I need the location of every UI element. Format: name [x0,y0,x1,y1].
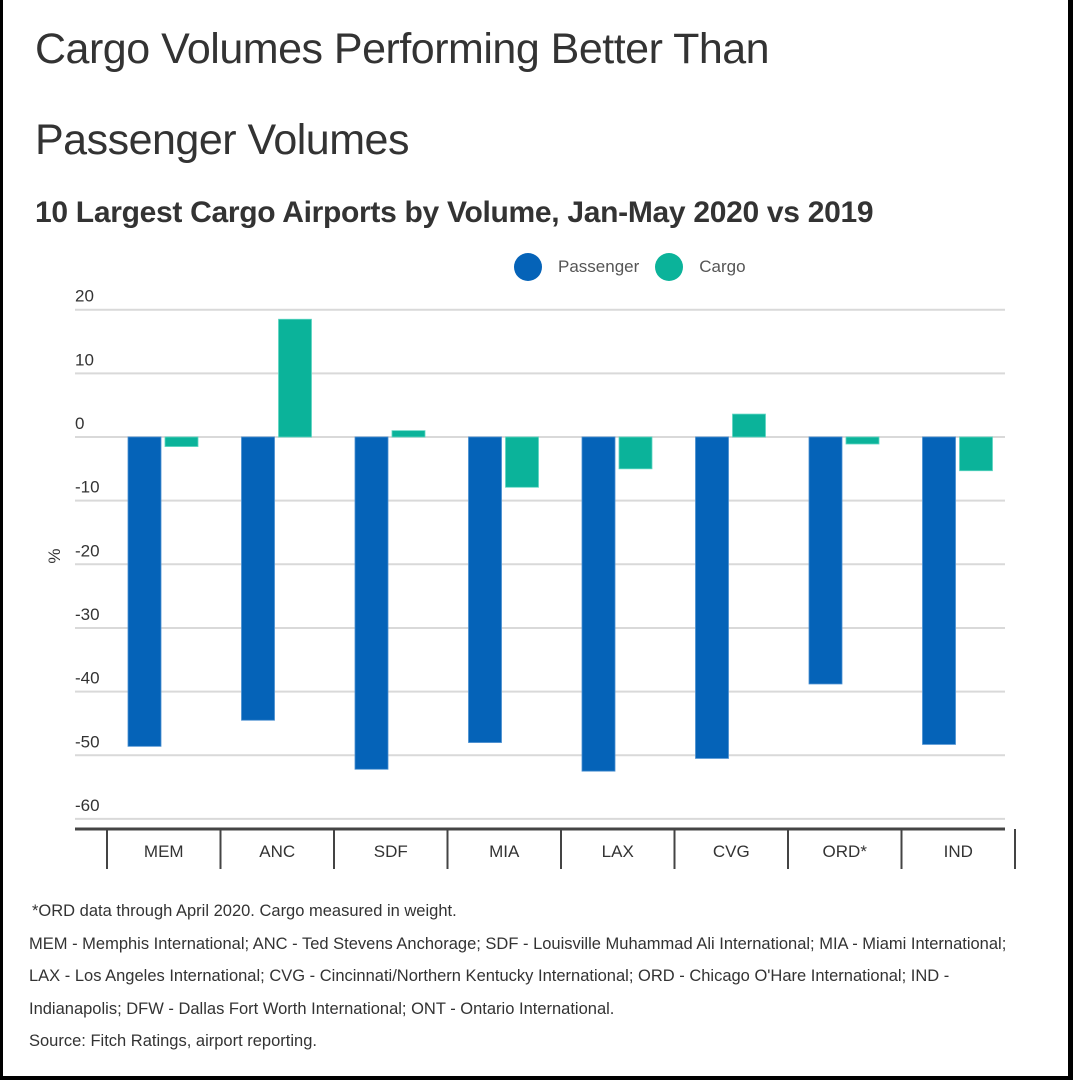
legend-label-cargo: Cargo [699,257,746,276]
y-tick-label: 0 [75,414,84,433]
legend-label-passenger: Passenger [558,257,640,276]
cargo-bar-mia[interactable] [505,436,539,488]
passenger-bar-anc[interactable] [241,436,275,721]
chart-legend: Passenger Cargo [514,253,762,281]
y-tick-label: 10 [75,350,94,369]
passenger-bar-ind[interactable] [922,436,956,745]
x-tick-label: MEM [144,842,184,861]
x-tick-label: IND [944,842,973,861]
y-tick-label: -40 [75,669,100,688]
cargo-bar-ord[interactable] [845,436,880,445]
cargo-bar-lax[interactable] [618,436,653,470]
passenger-bar-mia[interactable] [468,436,502,743]
cargo-bar-ind[interactable] [959,436,993,472]
x-tick-label: LAX [602,842,634,861]
cargo-bar-sdf[interactable] [391,430,426,438]
x-tick-label: ORD* [823,842,868,861]
cargo-bar-anc[interactable] [278,318,312,438]
passenger-bar-mem[interactable] [127,436,162,747]
passenger-bar-lax[interactable] [581,436,616,772]
y-tick-label: -30 [75,605,100,624]
y-tick-label: -60 [75,796,100,815]
chart-subtitle: 10 Largest Cargo Airports by Volume, Jan… [35,196,874,229]
footnote: *ORD data through April 2020. Cargo meas… [32,902,457,920]
passenger-bar-cvg[interactable] [695,436,729,759]
source-note: Source: Fitch Ratings, airport reporting… [29,1032,317,1050]
x-tick-label: ANC [259,842,295,861]
chart-page: Cargo Volumes Performing Better Than Pas… [3,0,1068,1076]
legend-swatch-cargo [655,253,684,281]
y-tick-label: -20 [75,541,100,560]
y-tick-label: -50 [75,732,100,751]
page-title: Cargo Volumes Performing Better Than Pas… [35,25,770,164]
x-tick-label: SDF [374,842,408,861]
legend-swatch-passenger [514,253,542,281]
passenger-bar-ord[interactable] [808,436,843,685]
x-tick-label: MIA [489,842,520,861]
bar-chart: 20 10 0 -10 -20 -30 -40 -50 -60% MEM ANC SDF MIA LAX C… [45,287,1016,869]
y-tick-label: -10 [75,478,100,497]
legend-item-passenger[interactable]: Passenger [514,253,639,281]
y-axis-label: % [45,548,64,563]
passenger-bar-sdf[interactable] [354,436,389,770]
abbreviations-note: MEM - Memphis International; ANC - Ted S… [29,934,1007,1018]
y-tick-label: 20 [75,287,94,306]
cargo-bar-cvg[interactable] [732,413,766,438]
legend-item-cargo[interactable]: Cargo [655,253,746,281]
chart-notes: *ORD data through April 2020. Cargo meas… [29,895,1029,1058]
cargo-bar-mem[interactable] [164,436,199,447]
x-tick-label: CVG [713,842,750,861]
